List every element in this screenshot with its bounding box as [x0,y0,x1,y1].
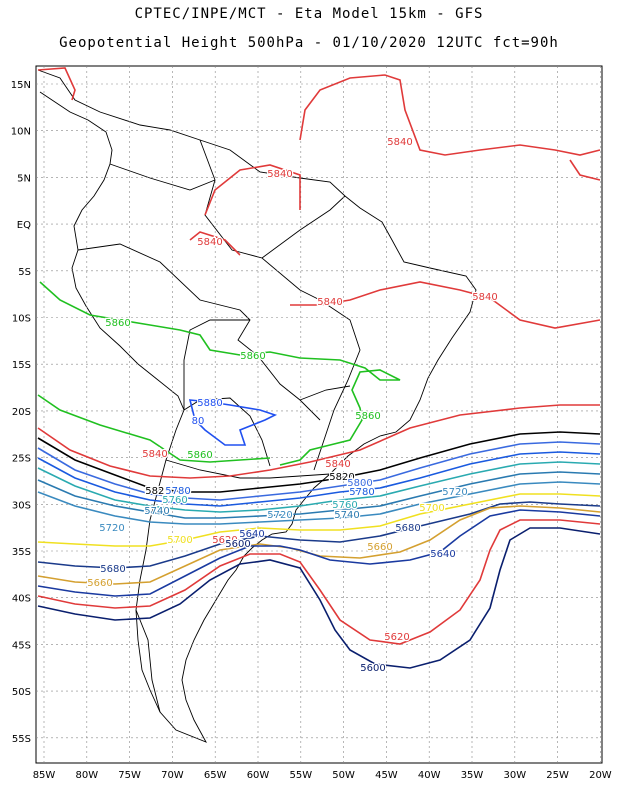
continent-outline [37,69,477,743]
contour-5700 [37,493,601,547]
lon-tick-label: 60W [247,770,270,781]
lon-tick-label: 55W [289,770,312,781]
contour-label-5860: 5860 [355,411,380,422]
contour-label-5640: 5640 [239,529,264,540]
map-frame [35,65,603,764]
contour-label-5760: 5760 [332,500,357,511]
lon-tick-label: 45W [375,770,398,781]
contour-label-5840: 5840 [142,449,167,460]
contour-label-5840: 5840 [317,297,342,308]
contour-label-5620: 5620 [384,632,409,643]
lon-tick-label: 40W [418,770,441,781]
contour-label-5680: 5680 [100,564,125,575]
contour-5880 [188,399,278,446]
axis-labels: 15N 10N 5N EQ 5S 10S 15S 20S 25S 30S 35S 40S 45S 50S 5… [11,80,612,781]
contour-label-5740: 5740 [334,510,359,521]
contour-5860 [39,281,401,466]
contour-5740 [37,471,601,519]
contour-label-5700: 5700 [167,535,192,546]
contour-5760 [37,461,601,513]
lon-tick-label: 80W [75,770,98,781]
contour-label-5780: 5780 [349,487,374,498]
map-title: CPTEC/INPE/MCT - Eta Model 15km - GFS [134,6,484,22]
lat-tick-label: 20S [12,407,31,418]
contour-5600 [37,527,601,669]
lat-tick-label: 10N [11,127,31,138]
lat-tick-label: 15S [12,360,31,371]
contour-5840-amazon [189,231,241,256]
contour-label-5840: 5840 [387,137,412,148]
contour-5860-south [37,394,271,463]
contour-label-5800: 5800 [347,478,372,489]
map-subtitle: Geopotential Height 500hPa - 01/10/2020 … [59,35,559,51]
contour-label-5820: 5820 [329,472,354,483]
contour-label-5620: 5620 [212,535,237,546]
lon-tick-label: 30W [503,770,526,781]
contour-5680 [37,501,601,569]
graticule [36,66,602,763]
lat-tick-label: 5S [18,267,31,278]
contour-label-5720: 5720 [267,510,292,521]
contour-5840-nw [37,67,76,101]
lon-tick-label: 75W [118,770,141,781]
contour-label-5680: 5680 [395,523,420,534]
lat-tick-label: 50S [12,687,31,698]
contour-label-5780: 5780 [165,486,190,497]
contour-label-5720: 5720 [99,523,124,534]
contour-5840-ne [569,159,601,181]
contour-label-5840: 5840 [325,459,350,470]
lat-tick-label: EQ [17,220,31,231]
contour-label-5600: 5600 [225,539,250,550]
contour-label-5660: 5660 [367,542,392,553]
lat-tick-label: 15N [11,80,31,91]
contour-5840-south [37,404,600,479]
contour-label-5880: 80 [192,416,205,427]
contour-lines [37,67,601,669]
contour-label-5820: 5820 [145,486,170,497]
contour-label-5640: 5640 [430,549,455,560]
lat-tick-label: 35S [12,547,31,558]
contour-label-5840: 5840 [267,169,292,180]
contour-5820 [37,431,601,493]
contour-5620 [37,519,601,645]
contour-label-5760: 5760 [162,495,187,506]
contour-5840-box [204,164,301,216]
lon-tick-label: 20W [589,770,612,781]
contour-5780 [37,451,601,507]
contour-label-5600: 5600 [360,663,385,674]
lon-tick-label: 70W [161,770,184,781]
contour-label-5880: 5880 [197,398,222,409]
lat-tick-label: 55S [12,734,31,745]
lat-tick-label: 30S [12,500,31,511]
contour-label-5840: 5840 [197,237,222,248]
contour-label-5660: 5660 [87,578,112,589]
contour-labels: 5840 5840 5840 5840 5840 5840 5840 5860 5860 5860… [86,136,499,676]
contour-5840-mid [290,281,601,329]
lon-tick-label: 25W [546,770,569,781]
lat-tick-label: 25S [12,454,31,465]
lat-tick-label: 5N [17,173,31,184]
contour-label-5860: 5860 [105,318,130,329]
contour-label-5860: 5860 [187,450,212,461]
contour-label-5840: 5840 [472,292,497,303]
contour-label-5740: 5740 [144,506,169,517]
lat-tick-label: 10S [12,314,31,325]
lon-tick-label: 35W [461,770,484,781]
contour-5720 [37,481,601,525]
contour-5800 [37,441,601,501]
lon-tick-label: 65W [204,770,227,781]
contour-5840-north [299,74,601,156]
contour-label-5720: 5720 [442,487,467,498]
contour-label-5700: 5700 [419,503,444,514]
lon-tick-label: 50W [332,770,355,781]
lat-tick-label: 45S [12,640,31,651]
lon-tick-label: 85W [33,770,56,781]
contour-label-5860: 5860 [240,351,265,362]
contour-5640 [37,509,601,597]
lat-tick-label: 40S [12,594,31,605]
